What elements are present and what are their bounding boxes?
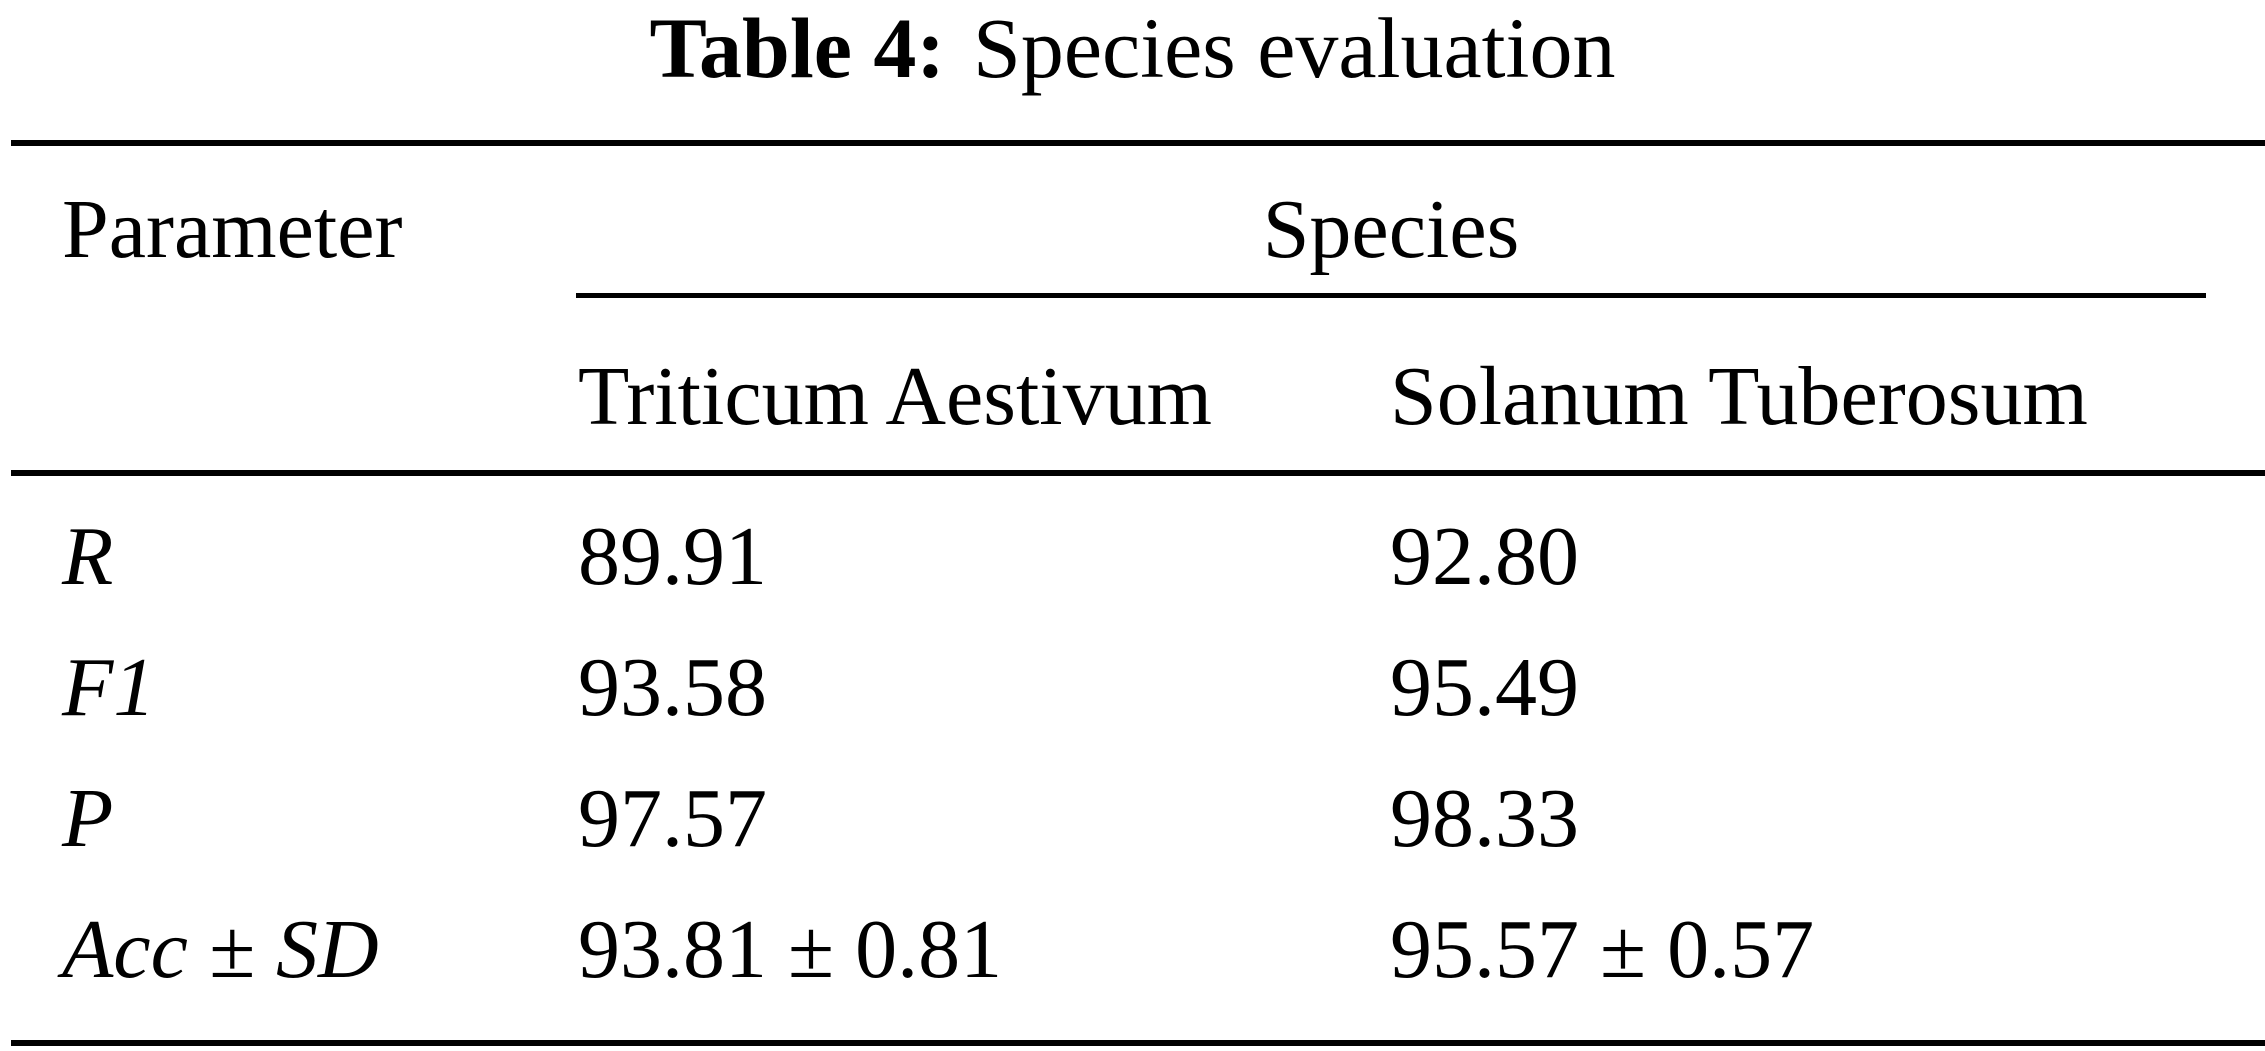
- row-value-solanum: 95.49: [1390, 641, 1579, 734]
- row-value-solanum: 98.33: [1390, 772, 1579, 865]
- row-parameter: F1: [62, 641, 156, 734]
- bottom-rule: [11, 1040, 2265, 1046]
- row-value-triticum: 93.58: [578, 641, 767, 734]
- table-title: Species evaluation: [973, 0, 1616, 96]
- header-rule: [11, 470, 2265, 476]
- row-value-solanum: 95.57 ± 0.57: [1390, 903, 1815, 996]
- column-header-triticum: Triticum Aestivum: [578, 350, 1212, 443]
- row-value-triticum: 97.57: [578, 772, 767, 865]
- table-number: Table 4:: [649, 0, 946, 96]
- species-header: Species: [1262, 183, 1520, 276]
- row-value-solanum: 92.80: [1390, 510, 1579, 603]
- table-caption: Table 4: Species evaluation: [0, 0, 2265, 128]
- species-subrule: [576, 293, 2206, 298]
- parameter-header: Parameter: [62, 183, 403, 276]
- row-value-triticum: 93.81 ± 0.81: [578, 903, 1003, 996]
- row-parameter: P: [62, 772, 114, 865]
- row-parameter: R: [62, 510, 114, 603]
- row-parameter: Acc ± SD: [62, 903, 379, 996]
- top-rule: [11, 140, 2265, 146]
- column-header-solanum: Solanum Tuberosum: [1390, 350, 2088, 443]
- row-value-triticum: 89.91: [578, 510, 767, 603]
